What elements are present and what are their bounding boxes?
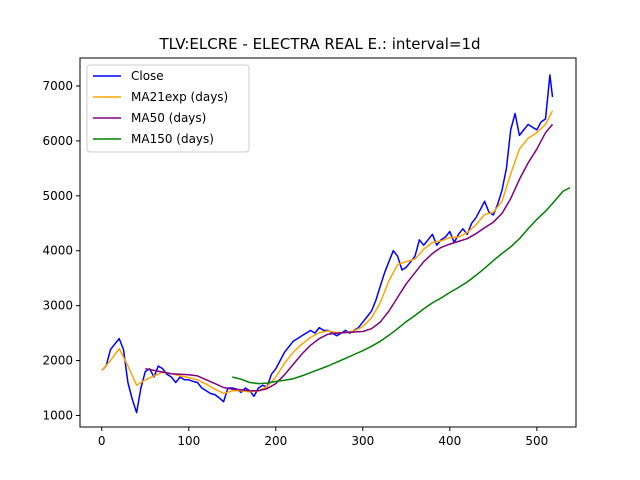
y-tick-label-2: 3000 bbox=[42, 299, 73, 313]
legend: Close MA21exp (days) MA50 (days) MA150 (day… bbox=[86, 64, 250, 153]
series-lines bbox=[101, 74, 571, 414]
x-tick-label-5: 500 bbox=[525, 434, 548, 448]
x-tick-label-3: 300 bbox=[351, 434, 374, 448]
y-tick-label-4: 5000 bbox=[42, 189, 73, 203]
legend-label-0: Close bbox=[131, 69, 164, 83]
series-line-2 bbox=[145, 123, 554, 392]
y-tick-label-6: 7000 bbox=[42, 79, 73, 93]
y-tick-label-5: 6000 bbox=[42, 134, 73, 148]
y-tick-label-0: 1000 bbox=[42, 408, 73, 422]
legend-label-2: MA50 (days) bbox=[131, 111, 206, 125]
y-tick-label-1: 2000 bbox=[42, 354, 73, 368]
x-tick-label-1: 100 bbox=[177, 434, 200, 448]
x-tick-label-4: 400 bbox=[438, 434, 461, 448]
chart-title: TLV:ELCRE - ELECTRA REAL E.: interval=1d bbox=[158, 35, 480, 53]
y-tick-label-3: 4000 bbox=[42, 244, 73, 258]
series-line-1 bbox=[101, 110, 554, 395]
legend-label-3: MA150 (days) bbox=[131, 132, 214, 146]
legend-box bbox=[86, 64, 250, 153]
legend-label-1: MA21exp (days) bbox=[131, 90, 228, 104]
x-tick-label-0: 0 bbox=[98, 434, 106, 448]
x-tick-label-2: 200 bbox=[264, 434, 287, 448]
series-line-3 bbox=[232, 186, 571, 385]
axis-ticks: 0 100 200 300 400 500 1000 2000 3000 4000 5000 6000… bbox=[42, 79, 548, 448]
plot-frame bbox=[79, 57, 577, 428]
